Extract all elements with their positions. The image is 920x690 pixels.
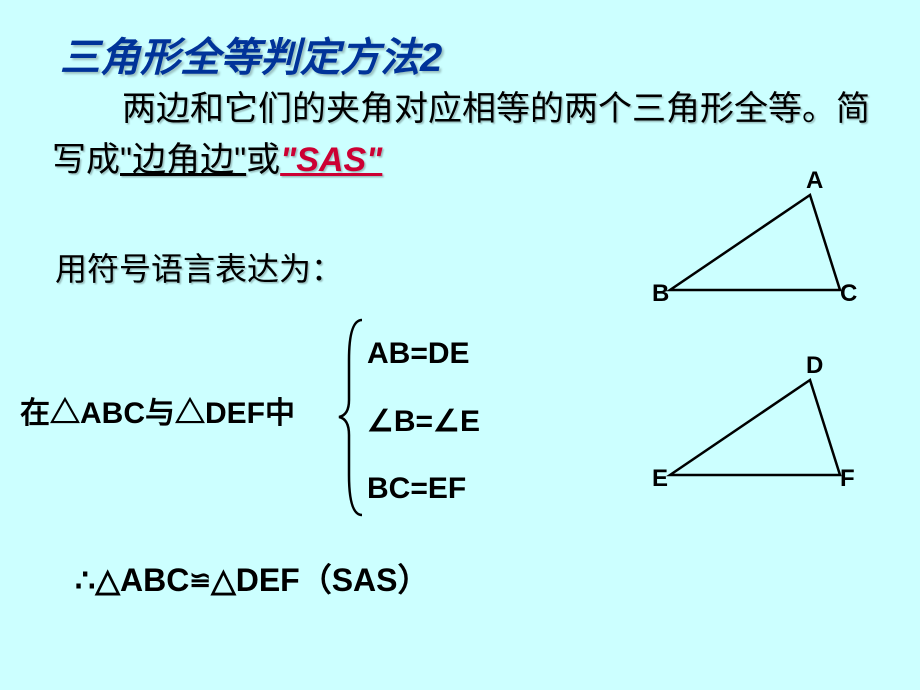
conclusion-paren: （SAS） — [300, 562, 430, 598]
condition-2: ∠B=∠E — [367, 388, 480, 456]
vertex-c-label: C — [840, 280, 857, 308]
vertex-b-label: B — [652, 280, 669, 308]
condition-3: BC=EF — [367, 455, 480, 523]
or-char: 或 — [246, 141, 280, 179]
slide-title: 三角形全等判定方法2 — [60, 25, 442, 83]
conclusion-text: △ABC≌△DEF — [95, 562, 299, 598]
triangle-abc-diagram: A B C — [660, 185, 860, 310]
symbolic-intro: 用符号语言表达为： — [55, 244, 343, 290]
therefore-symbol: ∴ — [75, 562, 95, 598]
vertex-e-label: E — [652, 465, 668, 493]
vertex-d-label: D — [806, 352, 823, 380]
conditions-block: AB=DE ∠B=∠E BC=EF — [367, 320, 480, 523]
vertex-f-label: F — [840, 465, 855, 493]
theorem-text: 两边和它们的夹角对应相等的两个三角形全等。简写成"边角边"或"SAS" — [52, 84, 872, 186]
brace-icon — [337, 315, 367, 520]
vertex-a-label: A — [806, 167, 823, 195]
sas-label: "SAS" — [280, 141, 382, 179]
theorem-short1: "边角边" — [120, 141, 246, 179]
proof-context: 在△ABC与△DEF中 — [20, 388, 295, 432]
conclusion: ∴△ABC≌△DEF（SAS） — [75, 555, 430, 601]
condition-1: AB=DE — [367, 320, 480, 388]
triangle-def-diagram: D E F — [660, 370, 860, 495]
